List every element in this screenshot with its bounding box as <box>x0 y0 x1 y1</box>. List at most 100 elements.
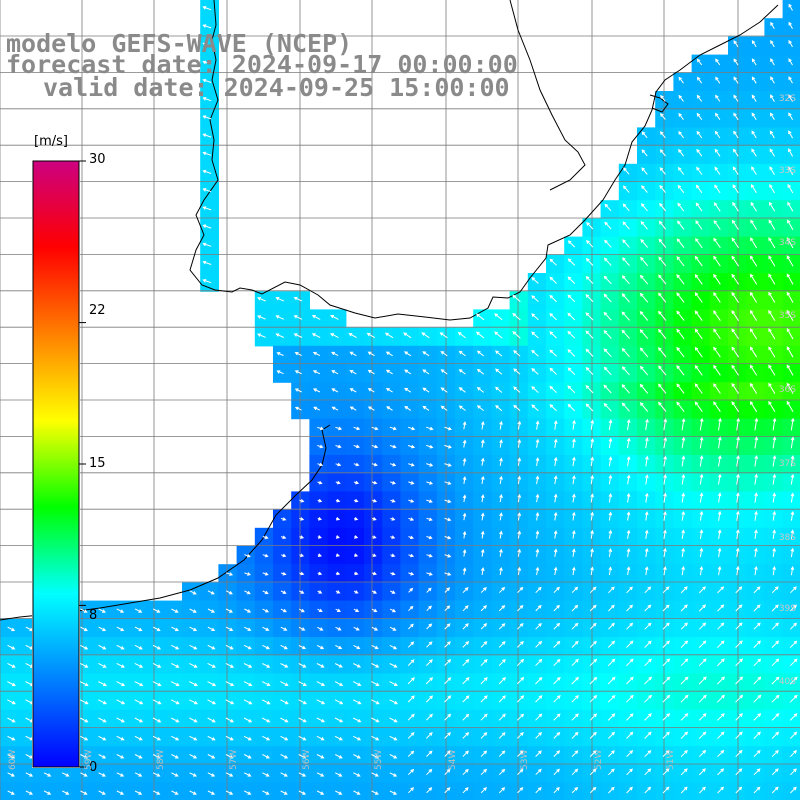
wind-arrow <box>788 3 793 11</box>
wind-arrow <box>750 219 758 230</box>
wind-arrow <box>257 333 266 338</box>
wind-arrow <box>733 76 739 84</box>
wind-arrow <box>621 329 630 339</box>
wind-arrow <box>753 604 761 612</box>
wind-arrow <box>603 348 612 358</box>
wind-arrow <box>603 330 612 339</box>
coastline-inland <box>509 0 586 191</box>
wind-arrow <box>462 567 467 575</box>
wind-arrow <box>262 663 271 668</box>
wind-arrow <box>735 786 743 794</box>
wind-arrow <box>152 754 161 759</box>
wind-arrow <box>98 662 107 668</box>
wind-arrow <box>516 713 525 721</box>
wind-arrow <box>589 640 597 648</box>
wind-arrow <box>353 444 360 449</box>
wind-arrow <box>608 456 613 467</box>
wind-arrow <box>262 790 270 795</box>
wind-arrow <box>462 549 467 557</box>
wind-arrow <box>786 400 794 413</box>
wind-arrow <box>317 462 324 467</box>
wind-arrow <box>372 571 377 576</box>
wind-arrow <box>498 732 506 739</box>
wind-arrow <box>644 586 652 594</box>
wind-arrow <box>316 663 325 668</box>
wind-arrow <box>788 39 793 48</box>
colorbar-tick-label: 22 <box>89 303 106 318</box>
wind-arrow <box>572 548 576 557</box>
wind-arrow <box>353 480 360 485</box>
wind-arrow <box>694 364 703 376</box>
wind-arrow <box>622 185 630 193</box>
wind-arrow <box>480 623 488 630</box>
wind-arrow <box>771 676 780 685</box>
wind-arrow <box>517 420 522 430</box>
wind-arrow <box>790 786 797 794</box>
wind-arrow <box>426 623 433 630</box>
wind-arrow <box>481 420 485 430</box>
wind-arrow <box>389 462 397 467</box>
wind-arrow <box>298 717 307 723</box>
wind-arrow <box>207 717 216 723</box>
wind-arrow <box>462 641 470 648</box>
wind-arrow <box>372 535 377 539</box>
wind-arrow <box>678 112 684 120</box>
wind-arrow <box>316 772 325 777</box>
wind-arrow <box>426 787 433 794</box>
wind-arrow <box>608 529 613 539</box>
wind-arrow <box>462 530 467 539</box>
wind-arrow <box>585 275 594 285</box>
wind-arrow <box>590 511 594 521</box>
wind-arrow <box>480 787 487 794</box>
wind-arrow <box>733 130 739 139</box>
wind-arrow <box>389 790 398 795</box>
wind-arrow <box>298 735 307 741</box>
wind-arrow <box>626 547 631 557</box>
wind-arrow <box>662 640 670 648</box>
wind-arrow <box>499 512 503 521</box>
wind-arrow <box>202 169 212 174</box>
wind-arrow <box>276 352 284 356</box>
wind-arrow <box>663 511 667 521</box>
wind-arrow <box>98 735 107 741</box>
wind-arrow <box>788 94 793 102</box>
wind-arrow <box>626 750 634 757</box>
wind-arrow <box>316 717 326 723</box>
wind-arrow <box>517 457 522 466</box>
wind-arrow <box>462 732 470 739</box>
lon-label: 53W <box>520 749 530 770</box>
wind-arrow <box>334 717 344 723</box>
wind-arrow <box>607 640 616 648</box>
wind-arrow <box>535 530 540 539</box>
wind-arrow <box>426 535 433 540</box>
wind-arrow <box>535 475 540 485</box>
lon-label: 51W <box>666 749 676 770</box>
wind-cell <box>782 182 800 201</box>
wind-arrow <box>680 749 688 758</box>
wind-arrow <box>698 676 707 685</box>
wind-arrow <box>7 754 16 759</box>
wind-arrow <box>749 346 758 358</box>
wind-arrow <box>623 167 630 175</box>
wind-arrow <box>585 294 594 303</box>
wind-arrow <box>681 511 686 521</box>
wind-arrow <box>622 203 630 212</box>
wind-arrow <box>603 366 612 376</box>
wind-arrow <box>571 731 579 739</box>
wind-arrow <box>676 383 685 394</box>
wind-arrow <box>731 219 739 230</box>
wind-arrow <box>331 406 339 411</box>
wind-arrow <box>98 717 107 723</box>
coastline-lagoon <box>649 94 669 113</box>
wind-arrow <box>644 750 652 758</box>
wind-arrow <box>244 608 252 613</box>
wind-arrow <box>677 220 685 230</box>
wind-arrow <box>262 572 269 576</box>
wind-arrow <box>331 388 339 393</box>
wind-arrow <box>495 405 503 412</box>
wind-arrow <box>499 420 503 430</box>
wind-arrow <box>80 735 89 741</box>
wind-arrow <box>334 681 344 686</box>
wind-arrow <box>480 457 485 466</box>
wind-arrow <box>717 622 725 630</box>
